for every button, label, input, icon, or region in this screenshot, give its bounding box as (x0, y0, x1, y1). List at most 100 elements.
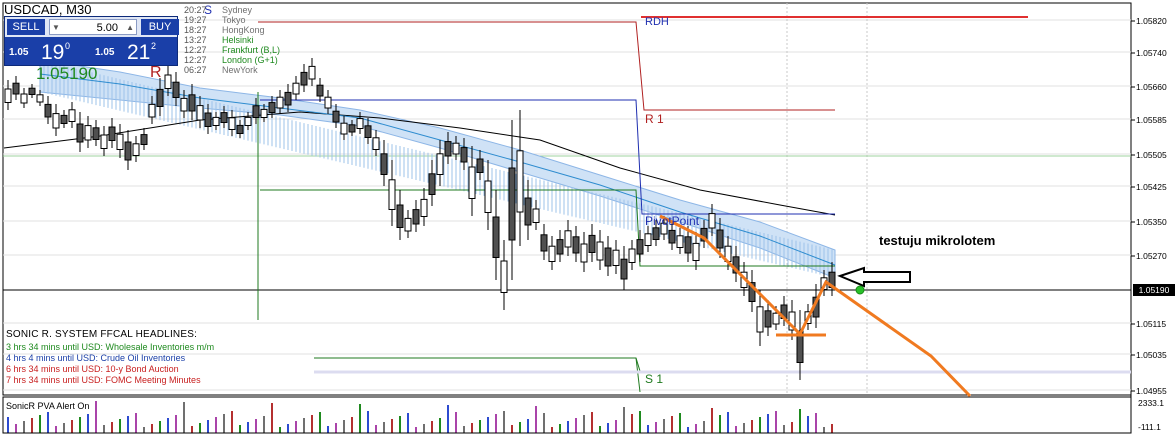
pva-bar (311, 415, 313, 433)
candle-body (300, 71, 308, 86)
buy-button[interactable]: BUY (141, 19, 179, 35)
lot-spinner-icon[interactable]: ▲ (126, 23, 134, 32)
candle-body (476, 158, 484, 173)
pva-bar (103, 425, 105, 433)
lot-size-input[interactable]: ▼ 5.00 ▲ (49, 19, 137, 35)
candle-body (4, 88, 12, 103)
session-row: 18:27 HongKong (184, 25, 280, 35)
candle-body (644, 233, 652, 247)
lot-dropdown-icon[interactable]: ▼ (52, 23, 60, 32)
candle-body (516, 150, 524, 213)
candle-body (452, 142, 460, 155)
candle-body (548, 245, 556, 262)
sell-button[interactable]: SELL (7, 19, 45, 35)
pva-bar (751, 420, 753, 433)
session-row: 06:27 NewYork (184, 65, 280, 75)
candle-body (604, 247, 612, 267)
pva-bar (223, 414, 225, 433)
candle-body (524, 197, 532, 226)
candle-body (268, 102, 276, 113)
candle-body (188, 94, 196, 112)
candle-body (92, 127, 100, 141)
candle-body (444, 141, 452, 157)
buy-quote[interactable]: 1.05 21 2 (93, 39, 175, 64)
pva-bar (111, 422, 113, 433)
pva-bar (679, 413, 681, 433)
session-name: NewYork (222, 65, 258, 75)
candle-body (132, 143, 140, 157)
candle-body (156, 88, 164, 108)
candle-body (76, 123, 84, 143)
pva-bar (527, 419, 529, 433)
pva-bar (767, 414, 769, 433)
price-axis-label: 1.05350 (1136, 217, 1167, 227)
candle-body (412, 209, 420, 225)
session-name: Frankfurt (B,L) (222, 45, 281, 55)
candle-body (652, 227, 660, 241)
sell-quote[interactable]: 1.05 19 0 (7, 39, 89, 64)
ema-89-line (3, 111, 836, 216)
session-time: 19:27 (184, 15, 207, 25)
pva-bar (95, 401, 97, 433)
candle-body (44, 103, 52, 118)
pva-bar (543, 413, 545, 433)
pva-bar (335, 423, 337, 433)
pva-bar (559, 424, 561, 433)
session-time: 12:27 (184, 55, 207, 65)
candle-body (508, 167, 516, 241)
candle-body (284, 91, 292, 106)
pva-bar (463, 426, 465, 433)
candle-body (204, 112, 212, 127)
buy-quote-point: 2 (151, 41, 157, 51)
pva-bar (39, 415, 41, 433)
pva-bar (215, 417, 217, 433)
pva-bar (735, 426, 737, 433)
pva-bar (567, 421, 569, 433)
candle-body (428, 173, 436, 196)
candle-body (564, 230, 572, 248)
pva-axis-bottom: -111.1 (1138, 422, 1161, 432)
s1-label: S 1 (645, 372, 664, 386)
s1-drop (635, 357, 641, 393)
pva-bar (807, 416, 809, 433)
session-row: 20:27 Sydney (184, 5, 280, 15)
buy-quote-pips: 21 (127, 41, 151, 64)
pva-bar (87, 414, 89, 433)
candle-body (356, 118, 364, 129)
pva-bar (151, 424, 153, 433)
session-row: 12:27 Frankfurt (B,L) (184, 45, 280, 55)
pva-bar (399, 416, 401, 433)
symbol-text: USDCAD (4, 2, 59, 17)
candle-body (460, 147, 468, 163)
candle-body (468, 166, 476, 199)
pva-bar (719, 415, 721, 433)
price-axis-label: 1.05820 (1136, 16, 1167, 26)
price-axis-label: 1.05425 (1136, 182, 1167, 192)
candle-body (636, 239, 644, 255)
pva-bar (351, 417, 353, 433)
candle-body (556, 239, 564, 255)
pva-bar (47, 412, 49, 433)
pva-bar (591, 412, 593, 433)
pva-bar (535, 406, 537, 433)
price-axis-label: 1.05585 (1136, 115, 1167, 125)
market-sessions: 20:27 Sydney 19:27 Tokyo 18:27 HongKong 13:27 H… (184, 5, 280, 75)
candle-body (372, 137, 380, 151)
rdh-label: RDH (645, 16, 669, 28)
session-name: HongKong (222, 25, 265, 35)
buy-quote-prefix: 1.05 (95, 47, 115, 58)
pivot-level-line (260, 99, 835, 215)
price-axis-label: 1.05035 (1136, 350, 1167, 360)
pva-bar (383, 422, 385, 433)
candle-body (276, 96, 284, 109)
pva-bar (127, 416, 129, 433)
pva-bar (551, 427, 553, 433)
pivot-label: PivotPoint (645, 214, 700, 228)
pva-bar (71, 420, 73, 433)
pva-bar (727, 412, 729, 433)
sell-quote-point: 0 (65, 41, 71, 51)
candle-body (180, 97, 188, 112)
pva-bar (159, 421, 161, 433)
price-axis-label: 1.05660 (1136, 82, 1167, 92)
